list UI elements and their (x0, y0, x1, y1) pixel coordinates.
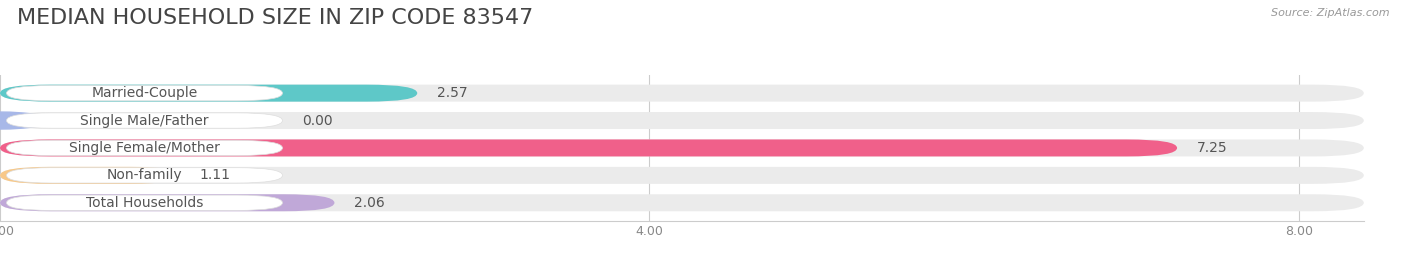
FancyBboxPatch shape (0, 194, 1364, 211)
Text: Non-family: Non-family (107, 168, 183, 182)
Circle shape (0, 112, 51, 129)
Text: 2.06: 2.06 (354, 196, 385, 210)
Text: Total Households: Total Households (86, 196, 204, 210)
Text: Single Male/Father: Single Male/Father (80, 114, 208, 128)
FancyBboxPatch shape (0, 85, 418, 102)
FancyBboxPatch shape (0, 85, 1364, 102)
Text: MEDIAN HOUSEHOLD SIZE IN ZIP CODE 83547: MEDIAN HOUSEHOLD SIZE IN ZIP CODE 83547 (17, 8, 533, 28)
FancyBboxPatch shape (7, 168, 283, 183)
FancyBboxPatch shape (0, 194, 335, 211)
FancyBboxPatch shape (0, 167, 180, 184)
FancyBboxPatch shape (7, 113, 283, 128)
Text: 1.11: 1.11 (200, 168, 231, 182)
Text: 2.57: 2.57 (437, 86, 467, 100)
Text: Source: ZipAtlas.com: Source: ZipAtlas.com (1271, 8, 1389, 18)
Text: 7.25: 7.25 (1197, 141, 1227, 155)
FancyBboxPatch shape (0, 167, 1364, 184)
Text: Single Female/Mother: Single Female/Mother (69, 141, 219, 155)
FancyBboxPatch shape (7, 140, 283, 156)
FancyBboxPatch shape (0, 139, 1364, 157)
Text: Married-Couple: Married-Couple (91, 86, 198, 100)
FancyBboxPatch shape (7, 195, 283, 210)
FancyBboxPatch shape (0, 112, 1364, 129)
Text: 0.00: 0.00 (302, 114, 333, 128)
FancyBboxPatch shape (0, 139, 1177, 157)
FancyBboxPatch shape (7, 86, 283, 101)
